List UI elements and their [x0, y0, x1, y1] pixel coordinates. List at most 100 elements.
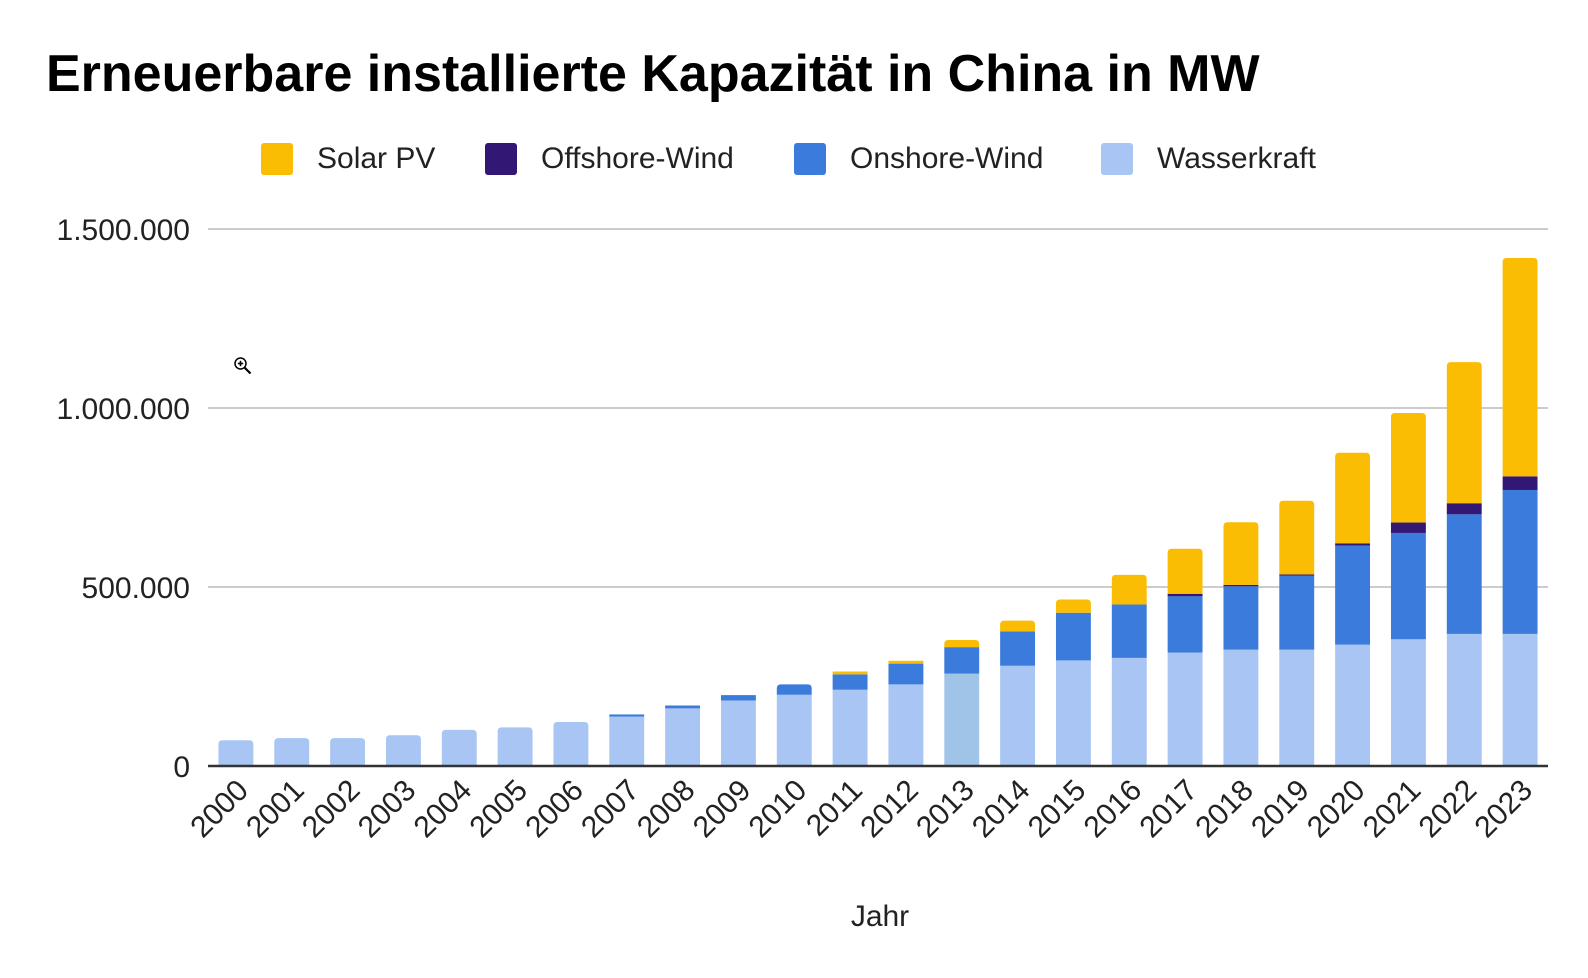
- bar-stack-2015[interactable]: [1055, 599, 1091, 766]
- bar-segment-wasserkraft[interactable]: [720, 700, 756, 766]
- bar-stack-2018[interactable]: [1223, 522, 1259, 766]
- bar-segment-wasserkraft[interactable]: [1000, 665, 1036, 766]
- bar-segment-wasserkraft[interactable]: [1055, 660, 1091, 766]
- bar-segment-offshore-wind[interactable]: [1446, 503, 1482, 515]
- bar-segment-wasserkraft[interactable]: [497, 727, 533, 766]
- bar-segment-wasserkraft[interactable]: [609, 716, 645, 766]
- bar-stack-2011[interactable]: [832, 671, 868, 766]
- bar-segment-onshore-wind[interactable]: [665, 705, 701, 709]
- legend-item-wasserkraft[interactable]: Wasserkraft: [1101, 142, 1316, 176]
- bar-segment-onshore-wind[interactable]: [609, 714, 645, 717]
- bar-segment-solar-pv[interactable]: [1279, 500, 1315, 575]
- bar-stack-2008[interactable]: [665, 705, 701, 766]
- bar-segment-onshore-wind[interactable]: [1111, 604, 1147, 658]
- y-tick-label: 500.000: [82, 572, 190, 605]
- bar-segment-wasserkraft[interactable]: [330, 738, 366, 766]
- bar-segment-wasserkraft[interactable]: [665, 708, 701, 766]
- bar-segment-onshore-wind[interactable]: [1055, 612, 1091, 661]
- bar-segment-wasserkraft[interactable]: [944, 673, 980, 766]
- bar-segment-wasserkraft[interactable]: [218, 740, 254, 766]
- bar-segment-solar-pv[interactable]: [1223, 522, 1259, 585]
- bar-segment-offshore-wind[interactable]: [1335, 543, 1371, 546]
- bar-stack-2000[interactable]: [218, 740, 254, 766]
- bar-segment-wasserkraft[interactable]: [1335, 644, 1371, 766]
- legend-swatch-onshore-wind: [794, 143, 826, 175]
- bar-segment-offshore-wind[interactable]: [1390, 522, 1426, 533]
- bar-stack-2001[interactable]: [274, 738, 310, 766]
- bar-segment-onshore-wind[interactable]: [1335, 545, 1371, 645]
- bar-segment-solar-pv[interactable]: [1055, 599, 1091, 613]
- bar-segment-wasserkraft[interactable]: [776, 694, 812, 766]
- bar-stack-2017[interactable]: [1167, 548, 1203, 766]
- bar-segment-onshore-wind[interactable]: [720, 695, 756, 701]
- bar-segment-wasserkraft[interactable]: [832, 689, 868, 766]
- bar-stack-2019[interactable]: [1279, 500, 1315, 766]
- bar-stack-2020[interactable]: [1335, 452, 1371, 766]
- bar-segment-solar-pv[interactable]: [1390, 413, 1426, 523]
- bar-segment-onshore-wind[interactable]: [1000, 631, 1036, 666]
- bar-segment-wasserkraft[interactable]: [1167, 652, 1203, 766]
- bar-segment-solar-pv[interactable]: [832, 671, 868, 675]
- x-tick-label: 2015: [1022, 774, 1093, 845]
- bar-stack-2022[interactable]: [1446, 362, 1482, 766]
- bar-segment-onshore-wind[interactable]: [832, 674, 868, 690]
- bar-segment-solar-pv[interactable]: [1335, 452, 1371, 544]
- bar-stack-2021[interactable]: [1390, 413, 1426, 766]
- bar-segment-solar-pv[interactable]: [944, 639, 980, 648]
- bar-segment-wasserkraft[interactable]: [274, 738, 310, 766]
- bar-segment-solar-pv[interactable]: [888, 660, 924, 664]
- bar-segment-onshore-wind[interactable]: [1279, 575, 1315, 650]
- bar-stack-2006[interactable]: [553, 721, 589, 766]
- bar-segment-solar-pv[interactable]: [1111, 574, 1147, 605]
- bar-segment-wasserkraft[interactable]: [1111, 657, 1147, 766]
- bar-segment-wasserkraft[interactable]: [1390, 639, 1426, 766]
- bar-segment-onshore-wind[interactable]: [888, 663, 924, 685]
- bar-stack-2012[interactable]: [888, 660, 924, 766]
- bar-segment-offshore-wind[interactable]: [1167, 593, 1203, 597]
- bar-segment-onshore-wind[interactable]: [776, 684, 812, 695]
- legend-item-solar-pv[interactable]: Solar PV: [261, 142, 435, 176]
- bar-segment-solar-pv[interactable]: [1446, 362, 1482, 504]
- legend-item-offshore-wind[interactable]: Offshore-Wind: [485, 142, 734, 176]
- bar-segment-wasserkraft[interactable]: [553, 721, 589, 766]
- x-axis-title: Jahr: [851, 900, 909, 933]
- x-tick-label: 2020: [1301, 774, 1372, 845]
- x-tick-label: 2023: [1468, 774, 1539, 845]
- bar-segment-solar-pv[interactable]: [1000, 620, 1036, 632]
- bar-segment-onshore-wind[interactable]: [944, 647, 980, 674]
- bar-segment-wasserkraft[interactable]: [888, 684, 924, 766]
- bar-segment-wasserkraft[interactable]: [441, 729, 477, 766]
- x-tick-label: 2001: [240, 774, 311, 845]
- bar-stack-2004[interactable]: [441, 729, 477, 766]
- bar-segment-onshore-wind[interactable]: [1390, 532, 1426, 640]
- x-tick-label: 2008: [631, 774, 702, 845]
- bar-stack-2007[interactable]: [609, 714, 645, 766]
- bar-stack-2013[interactable]: [944, 639, 980, 766]
- y-tick-label: 0: [173, 751, 190, 784]
- bar-segment-onshore-wind[interactable]: [1167, 596, 1203, 653]
- bar-segment-wasserkraft[interactable]: [1502, 633, 1538, 766]
- bar-stack-2003[interactable]: [385, 735, 421, 766]
- bar-stack-2005[interactable]: [497, 727, 533, 766]
- bar-segment-wasserkraft[interactable]: [1223, 649, 1259, 766]
- bar-segment-solar-pv[interactable]: [1502, 257, 1538, 477]
- bar-segment-onshore-wind[interactable]: [1502, 489, 1538, 634]
- bar-stack-2014[interactable]: [1000, 620, 1036, 766]
- bar-stack-2010[interactable]: [776, 684, 812, 766]
- legend-item-onshore-wind[interactable]: Onshore-Wind: [794, 142, 1043, 176]
- bar-segment-solar-pv[interactable]: [1167, 548, 1203, 594]
- y-tick-label: 1.000.000: [57, 393, 190, 426]
- bar-segment-wasserkraft[interactable]: [1446, 633, 1482, 766]
- bar-segment-wasserkraft[interactable]: [1279, 649, 1315, 766]
- bar-segment-onshore-wind[interactable]: [1223, 586, 1259, 650]
- bar-stack-2002[interactable]: [330, 738, 366, 766]
- bar-segment-offshore-wind[interactable]: [1502, 476, 1538, 490]
- bar-stack-2023[interactable]: [1502, 257, 1538, 766]
- bar-stack-2009[interactable]: [720, 695, 756, 766]
- bar-segment-offshore-wind[interactable]: [1223, 584, 1259, 587]
- bar-segment-onshore-wind[interactable]: [1446, 514, 1482, 634]
- bar-stack-2016[interactable]: [1111, 574, 1147, 766]
- bar-segment-wasserkraft[interactable]: [385, 735, 421, 766]
- bar-segment-offshore-wind[interactable]: [1279, 574, 1315, 576]
